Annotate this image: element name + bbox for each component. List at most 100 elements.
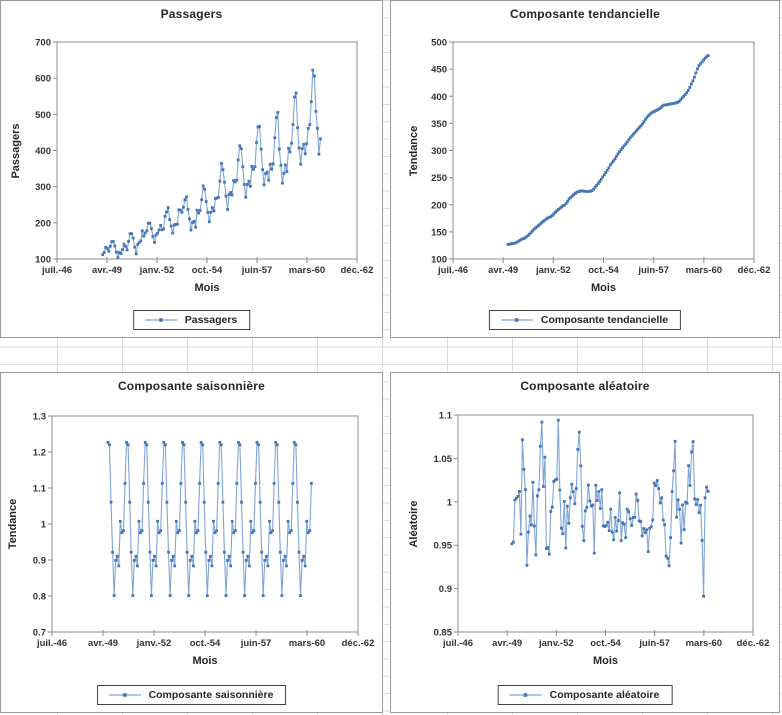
x-tick-label: juil.-46: [36, 638, 67, 649]
chart-title: Composante aléatoire: [520, 379, 650, 393]
x-tick-label: juil.-46: [442, 638, 473, 649]
plot-border: [457, 414, 754, 633]
x-tick-label: déc.-62: [738, 265, 771, 276]
legend-line-sample: [108, 693, 141, 697]
x-tick-label: mars-60: [686, 638, 722, 649]
y-tick-label: 450: [431, 65, 447, 76]
y-tick-label: 300: [35, 182, 51, 193]
y-tick-label: 300: [431, 146, 447, 157]
series-line: [507, 55, 709, 246]
y-axis-ticks: 0.85 0.9 0.95 1 1.05 1.1: [434, 411, 458, 639]
y-axis-ticks: 100 150 200 250 300 350 400 450 500: [431, 38, 453, 266]
plot-area: juil.-46 avr.-49 janv.-52 oct.-54 juin-57 mar…: [431, 38, 770, 277]
x-tick-label: juin-57: [637, 265, 669, 276]
series-line: [107, 441, 312, 597]
x-tick-label: juil.-46: [437, 265, 468, 276]
y-tick-label: 400: [431, 92, 447, 103]
y-tick-label: 1.1: [439, 411, 453, 422]
x-tick-label: avr.-49: [492, 638, 522, 649]
x-tick-label: oct.-54: [590, 638, 621, 649]
chart-passengers[interactable]: Passagers Passagers juil.-46 avr.-49 janv.…: [0, 0, 383, 338]
x-tick-label: juin-57: [240, 638, 272, 649]
y-tick-label: 1.05: [434, 454, 453, 465]
plot-border: [452, 41, 755, 260]
x-tick-label: mars-60: [289, 265, 325, 276]
y-tick-label: 100: [431, 255, 447, 266]
x-tick-label: mars-60: [686, 265, 722, 276]
series-markers: [506, 54, 710, 246]
y-tick-label: 1.3: [33, 412, 46, 423]
y-tick-label: 200: [431, 200, 447, 211]
plot-area: juil.-46 avr.-49 janv.-52 oct.-54 juin-57 mar…: [35, 38, 373, 277]
chart-title: Composante tendancielle: [510, 7, 660, 21]
x-axis-ticks: juil.-46 avr.-49 janv.-52 oct.-54 juin-57 mar…: [41, 257, 373, 276]
x-tick-label: oct.-54: [190, 638, 221, 649]
x-axis-title: Mois: [194, 282, 220, 294]
series-line: [511, 419, 709, 597]
y-tick-label: 0.85: [434, 628, 453, 639]
chart-trend-component[interactable]: Composante tendancielle Tendance juil.-4…: [390, 0, 780, 338]
chart-seasonal-component[interactable]: Composante saisonnière Tendance juil.-46…: [0, 372, 383, 713]
y-tick-label: 0.8: [33, 592, 46, 603]
x-axis-ticks: juil.-46 avr.-49 janv.-52 oct.-54 juin-57 mar…: [442, 630, 769, 649]
series-markers: [510, 418, 710, 598]
y-tick-label: 350: [431, 119, 447, 130]
legend-line-sample: [509, 693, 542, 697]
x-tick-label: oct.-54: [588, 265, 619, 276]
x-tick-label: avr.-49: [92, 265, 122, 276]
y-tick-label: 100: [35, 255, 51, 266]
y-tick-label: 0.9: [439, 584, 452, 595]
series-markers: [101, 68, 322, 259]
legend[interactable]: Passagers: [132, 310, 251, 330]
x-axis-title: Mois: [592, 655, 619, 667]
y-tick-label: 0.9: [33, 556, 46, 567]
plot-area: juil.-46 avr.-49 janv.-52 oct.-54 juin-57 mar…: [33, 412, 375, 650]
legend[interactable]: Composante saisonnière: [96, 685, 287, 705]
y-tick-label: 1: [41, 520, 47, 531]
x-axis-ticks: juil.-46 avr.-49 janv.-52 oct.-54 juin-57 mar…: [437, 257, 770, 276]
x-tick-label: janv.-52: [136, 638, 172, 649]
x-tick-label: janv.-52: [535, 265, 571, 276]
y-tick-label: 500: [431, 38, 447, 49]
legend[interactable]: Composante tendancielle: [488, 310, 682, 330]
y-tick-label: 700: [35, 38, 51, 49]
x-tick-label: oct.-54: [192, 265, 223, 276]
chart-title: Composante saisonnière: [117, 379, 266, 393]
plot-area: juil.-46 avr.-49 janv.-52 oct.-54 juin-57 mar…: [434, 411, 770, 650]
series-line: [102, 69, 322, 259]
x-tick-label: déc.-62: [737, 638, 770, 649]
x-tick-label: déc.-62: [341, 265, 374, 276]
legend-label: Composante aléatoire: [549, 689, 660, 701]
y-tick-label: 150: [431, 227, 447, 238]
y-tick-label: 0.95: [434, 541, 453, 552]
legend[interactable]: Composante aléatoire: [497, 685, 673, 705]
x-axis-ticks: juil.-46 avr.-49 janv.-52 oct.-54 juin-57 mar…: [36, 630, 374, 649]
x-tick-label: juil.-46: [41, 265, 72, 276]
plot-border: [56, 41, 358, 260]
x-tick-label: juin-57: [241, 265, 273, 276]
y-tick-label: 400: [35, 146, 51, 157]
series-markers: [106, 441, 313, 597]
legend-label: Composante tendancielle: [540, 314, 669, 326]
x-tick-label: janv.-52: [139, 265, 175, 276]
y-tick-label: 600: [35, 74, 51, 85]
x-tick-label: juin-57: [638, 638, 670, 649]
y-tick-label: 250: [431, 173, 447, 184]
y-axis-ticks: 0.7 0.8 0.9 1 1.1 1.2 1.3: [33, 412, 52, 639]
y-tick-label: 1.2: [33, 448, 46, 459]
y-tick-label: 1: [447, 497, 453, 508]
y-tick-label: 1.1: [33, 484, 47, 495]
y-tick-label: 500: [35, 110, 51, 121]
x-tick-label: déc.-62: [342, 638, 375, 649]
chart-random-component[interactable]: Composante aléatoire Aléatoire juil.-46 a…: [390, 372, 780, 713]
y-tick-label: 200: [35, 218, 51, 229]
y-axis-ticks: 100 200 300 400 500 600 700: [35, 38, 57, 266]
legend-label: Composante saisonnière: [148, 689, 274, 701]
legend-line-sample: [500, 318, 533, 322]
legend-line-sample: [144, 318, 177, 322]
x-tick-label: avr.-49: [88, 638, 118, 649]
y-tick-label: 0.7: [33, 628, 46, 639]
x-tick-label: janv.-52: [538, 638, 574, 649]
legend-label: Passagers: [184, 314, 238, 326]
